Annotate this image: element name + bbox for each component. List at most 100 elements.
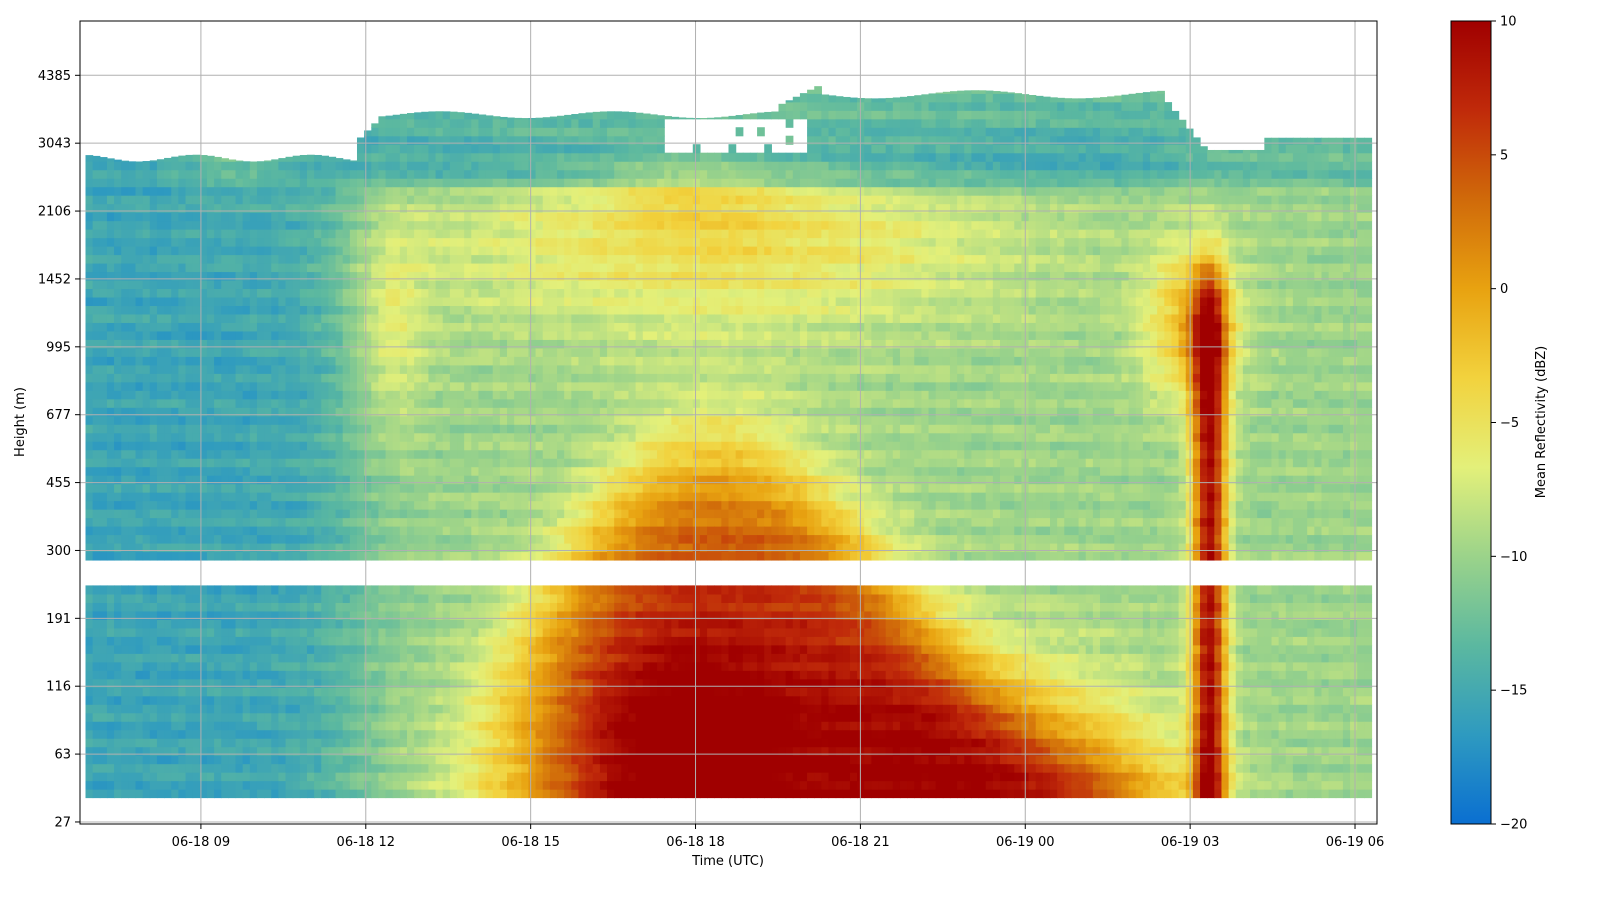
heatmap-cell [206,738,215,748]
heatmap-cell [299,789,308,799]
heatmap-cell [314,432,322,442]
heatmap-cell [199,738,208,748]
heatmap-cell [414,738,422,748]
heatmap-cell [535,542,544,553]
heatmap-cell [364,721,372,731]
heatmap-cell [535,296,544,307]
heatmap-cell [92,313,101,323]
heatmap-cell [135,322,144,332]
heatmap-cell [485,288,494,298]
heatmap-cell [314,636,322,646]
heatmap-cell [264,763,272,773]
heatmap-cell [199,296,208,307]
heatmap-cell [149,262,158,273]
heatmap-cell [549,296,558,307]
heatmap-cell [178,432,187,442]
heatmap-cell [214,229,222,239]
heatmap-cell [535,458,544,468]
heatmap-cell [471,161,480,171]
heatmap-cell [135,721,144,731]
heatmap-cell [199,279,208,290]
heatmap-cell [192,627,201,637]
heatmap-cell [407,246,415,256]
heatmap-cell [428,144,437,154]
heatmap-cell [156,246,165,256]
heatmap-cell [421,678,430,688]
heatmap-cell [364,271,372,281]
heatmap-cell [349,729,358,739]
heatmap-cell [149,466,158,476]
heatmap-cell [371,542,380,553]
heatmap-cell [392,670,401,680]
heatmap-cell [549,390,558,400]
heatmap-cell [171,169,179,179]
heatmap-cell [306,186,315,196]
heatmap-cell [521,135,530,145]
heatmap-cell [278,653,287,663]
heatmap-cell [314,322,322,332]
heatmap-cell [492,746,501,756]
heatmap-cell [135,186,144,196]
heatmap-cell [528,738,537,748]
heatmap-cell [114,517,122,527]
heatmap-cell [178,322,187,332]
heatmap-cell [492,186,501,196]
heatmap-cell [135,296,144,307]
heatmap-cell [414,517,422,527]
heatmap-cell [428,729,437,739]
heatmap-cell [335,339,344,349]
heatmap-cell [285,220,294,230]
heatmap-cell [557,551,565,561]
heatmap-cell [214,279,222,290]
heatmap-cell [514,271,522,281]
heatmap-cell [549,254,558,264]
heatmap-cell [221,178,229,188]
heatmap-cell [385,364,394,374]
heatmap-cell [178,755,187,765]
heatmap-cell [414,339,422,349]
heatmap-cell [471,772,480,782]
heatmap-cell [335,746,344,756]
heatmap-cell [342,475,351,485]
heatmap-cell [192,424,201,434]
heatmap-cell [399,500,408,510]
heatmap-cell [407,678,415,688]
heatmap-cell [335,390,344,400]
heatmap-cell [128,441,137,451]
heatmap-cell [514,178,522,188]
heatmap-cell [528,789,537,799]
heatmap-cell [221,509,229,519]
heatmap-cell [128,220,137,230]
heatmap-cell [278,373,287,383]
heatmap-cell [221,161,229,171]
heatmap-cell [349,356,358,366]
heatmap-cell [514,492,522,502]
heatmap-cell [385,670,394,680]
heatmap-cell [271,432,279,442]
heatmap-cell [171,738,179,748]
heatmap-cell [449,118,458,128]
heatmap-cell [392,288,401,298]
heatmap-cell [514,585,522,595]
heatmap-cell [171,178,179,188]
heatmap-cell [414,534,422,544]
heatmap-cell [292,398,301,408]
heatmap-cell [342,237,351,247]
heatmap-cell [185,483,194,493]
heatmap-cell [264,364,272,374]
heatmap-cell [306,237,315,247]
heatmap-cell [399,789,408,799]
heatmap-cell [542,246,551,256]
heatmap-cell [521,712,530,722]
heatmap-cell [514,500,522,510]
heatmap-cell [149,254,158,264]
heatmap-cell [235,212,244,222]
heatmap-cell [271,254,279,264]
heatmap-cell [364,695,372,705]
heatmap-cell [199,432,208,442]
heatmap-cell [399,602,408,612]
heatmap-cell [149,500,158,510]
heatmap-cell [428,593,437,603]
heatmap-cell [521,212,530,222]
